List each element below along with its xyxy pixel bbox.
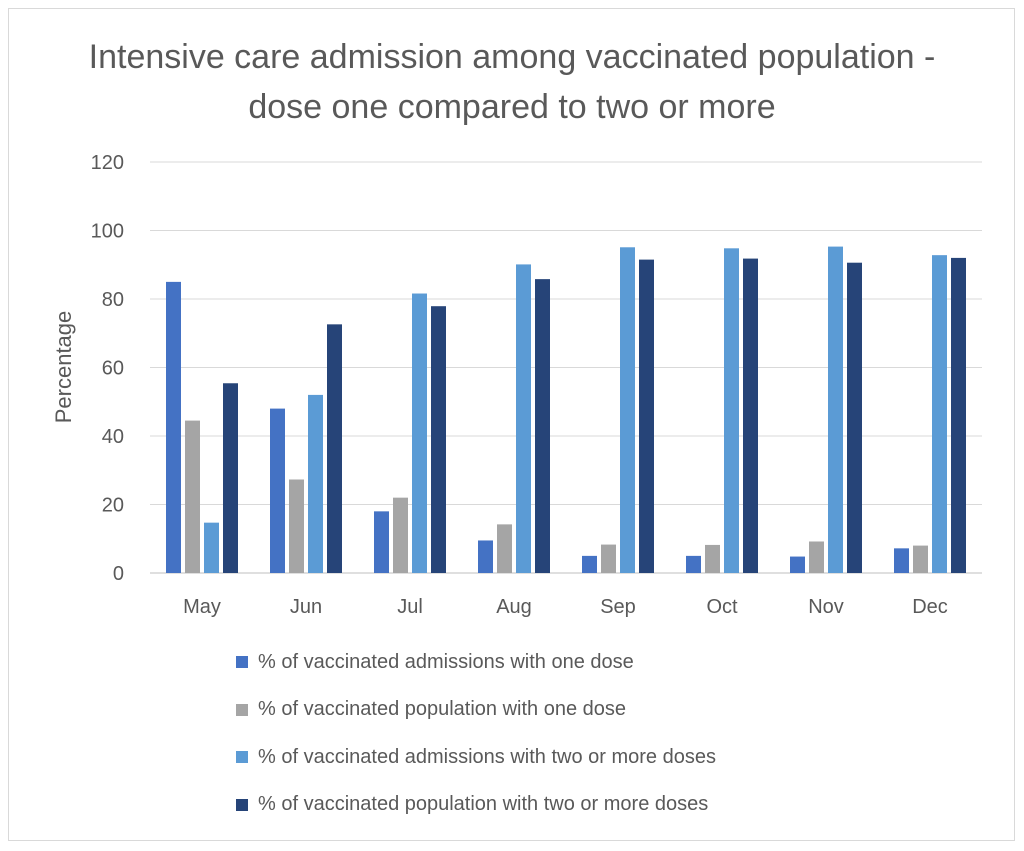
x-tick-label: Jun — [290, 596, 322, 618]
bar-sep-series-2 — [601, 544, 616, 573]
x-tick-label: Jul — [397, 596, 423, 618]
legend-label: % of vaccinated admissions with two or m… — [258, 745, 716, 768]
chart-title: Intensive care admission among vaccinate… — [88, 38, 936, 126]
bar-dec-series-3 — [932, 255, 947, 573]
bar-oct-series-4 — [743, 258, 758, 573]
bar-jun-series-4 — [327, 324, 342, 573]
legend-item: % of vaccinated admissions with two or m… — [236, 745, 716, 769]
bar-nov-series-1 — [790, 556, 805, 573]
legend-item: % of vaccinated population with two or m… — [236, 793, 716, 817]
bar-sep-series-1 — [582, 555, 597, 573]
legend-label: % of vaccinated admissions with one dose — [258, 650, 634, 673]
bar-aug-series-2 — [497, 524, 512, 573]
legend-swatch — [236, 751, 248, 763]
y-tick-label: 60 — [102, 358, 124, 380]
legend-swatch — [236, 798, 248, 811]
bar-may-series-2 — [185, 420, 200, 573]
bar-jul-series-4 — [431, 306, 446, 573]
legend-swatch — [236, 656, 248, 668]
x-tick-label: Aug — [496, 596, 532, 618]
bar-series — [166, 246, 966, 573]
y-tick-label: 0 — [113, 563, 124, 585]
bar-may-series-3 — [204, 522, 219, 573]
bar-oct-series-2 — [705, 544, 720, 573]
legend-label: % of vaccinated population with two or m… — [258, 793, 709, 815]
bar-nov-series-3 — [828, 246, 843, 573]
y-tick-label: 80 — [102, 289, 124, 311]
grid-lines — [150, 161, 982, 574]
y-tick-label: 120 — [91, 152, 124, 174]
x-tick-label: May — [183, 596, 221, 618]
x-tick-label: Oct — [706, 596, 738, 618]
bar-jun-series-1 — [270, 408, 285, 573]
x-tick-label: Sep — [600, 596, 636, 618]
bar-oct-series-1 — [686, 555, 701, 573]
x-tick-labels: May Jun Jul Aug Sep Oct Nov Dec — [183, 596, 948, 618]
bar-oct-series-3 — [724, 248, 739, 573]
legend-swatch — [236, 703, 248, 716]
bar-aug-series-4 — [535, 279, 550, 573]
chart-legend: % of vaccinated admissions with one dose… — [236, 650, 716, 840]
bar-nov-series-2 — [809, 541, 824, 573]
y-tick-labels: 0 20 40 60 80 100 120 — [91, 152, 124, 585]
legend-label: % of vaccinated population with one dose — [258, 698, 627, 720]
bar-jul-series-3 — [412, 293, 427, 573]
bar-aug-series-3 — [516, 264, 531, 573]
y-tick-label: 40 — [102, 426, 124, 448]
legend-item: % of vaccinated admissions with one dose — [236, 650, 716, 674]
x-tick-label: Dec — [912, 596, 948, 618]
bar-may-series-1 — [166, 281, 181, 573]
bar-dec-series-1 — [894, 548, 909, 573]
bar-aug-series-1 — [478, 540, 493, 573]
bar-jun-series-2 — [289, 479, 304, 573]
legend-item: % of vaccinated population with one dose — [236, 698, 716, 722]
bar-dec-series-4 — [951, 257, 966, 573]
bar-sep-series-3 — [620, 247, 635, 573]
y-tick-label: 100 — [91, 221, 124, 243]
bar-sep-series-4 — [639, 259, 654, 573]
bar-jul-series-1 — [374, 511, 389, 573]
x-tick-label: Nov — [808, 596, 844, 618]
bar-dec-series-2 — [913, 545, 928, 573]
bar-may-series-4 — [223, 383, 238, 573]
bar-jun-series-3 — [308, 394, 323, 573]
y-tick-label: 20 — [102, 495, 124, 517]
bar-jul-series-2 — [393, 497, 408, 573]
bar-nov-series-4 — [847, 262, 862, 573]
y-axis-label: Percentage — [51, 311, 76, 424]
